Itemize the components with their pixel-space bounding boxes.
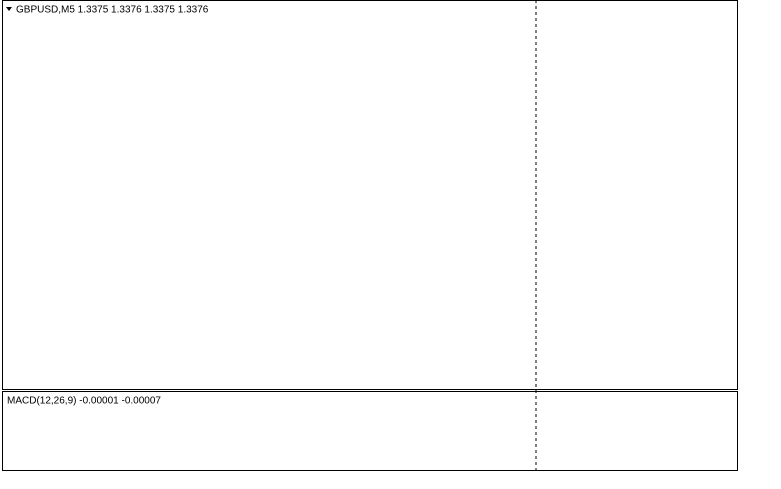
macd-title: MACD(12,26,9) -0.00001 -0.00007 [7, 396, 161, 407]
chart-title: GBPUSD,M5 1.3375 1.3376 1.3375 1.3376 [16, 5, 209, 16]
macd-panel-frame [2, 391, 738, 471]
symbol-menu-arrow[interactable] [6, 7, 12, 11]
price-panel-frame [2, 0, 738, 390]
